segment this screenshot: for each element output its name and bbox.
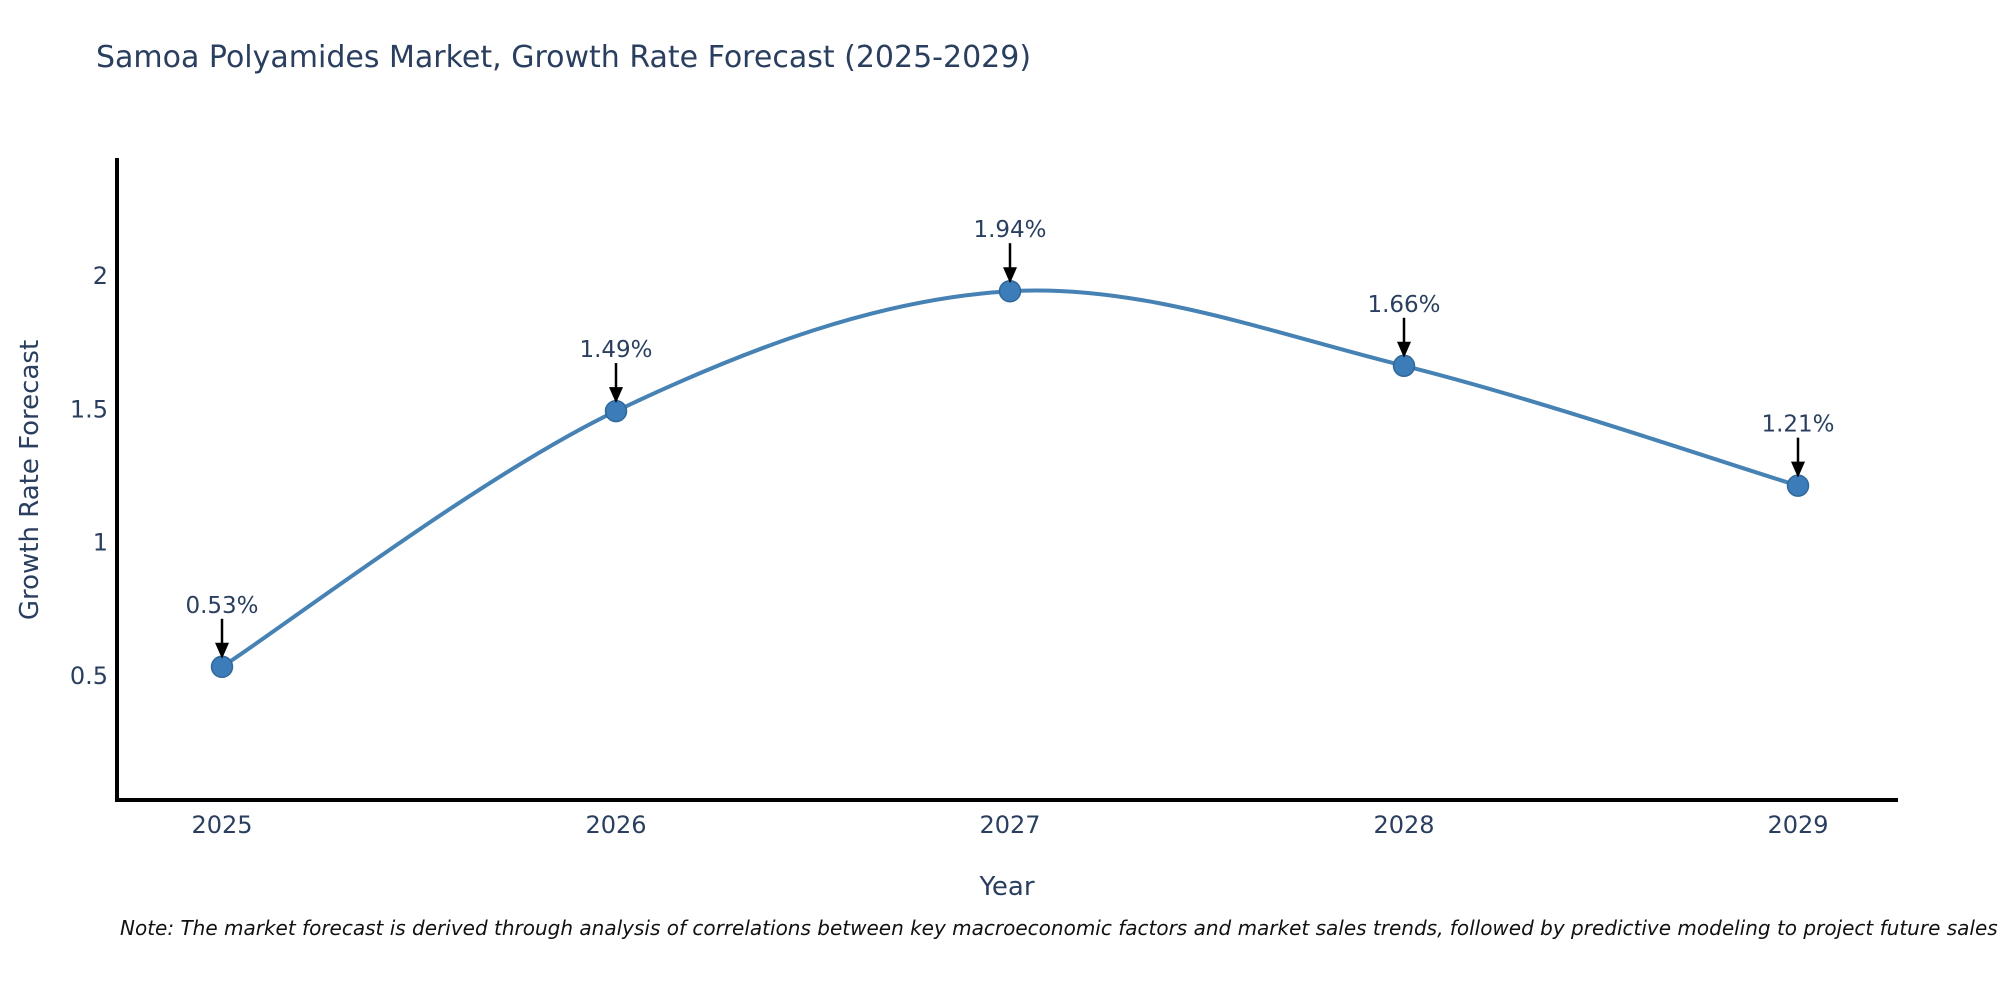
data-point-marker[interactable] (998, 279, 1022, 303)
data-point-marker[interactable] (210, 655, 234, 679)
annotation-arrow-head (609, 387, 623, 404)
data-point-marker[interactable] (1392, 354, 1416, 378)
annotation-arrow-head (1791, 461, 1805, 478)
data-point-marker[interactable] (1786, 474, 1810, 497)
footnote: Note: The market forecast is derived thr… (120, 916, 2000, 940)
x-axis-title: Year (979, 872, 1035, 902)
annotation-arrow-head (1003, 267, 1017, 284)
trend-line (220, 288, 1800, 669)
x-tick-label: 2025 (191, 811, 252, 839)
chart-title: Samoa Polyamides Market, Growth Rate For… (96, 40, 1032, 75)
annotation-arrow-head (1397, 341, 1411, 358)
data-point-label: 1.94% (973, 217, 1046, 243)
data-point-label: 1.49% (579, 337, 652, 363)
annotation-arrow-head (215, 642, 229, 659)
y-tick-label: 2 (93, 262, 108, 290)
x-tick-label: 2027 (979, 811, 1040, 839)
axis-lines (115, 158, 1898, 802)
x-tick-label: 2028 (1373, 811, 1434, 839)
x-tick-label: 2029 (1767, 811, 1828, 839)
y-tick-label: 0.5 (70, 662, 108, 690)
data-point-label: 1.21% (1761, 412, 1834, 438)
data-point-label: 0.53% (185, 593, 258, 619)
data-point-marker[interactable] (604, 399, 628, 423)
x-tick-label: 2026 (585, 811, 646, 839)
y-tick-label: 1.5 (70, 395, 108, 423)
y-tick-label: 1 (93, 529, 108, 557)
data-point-label: 1.66% (1367, 292, 1440, 318)
y-axis-title: Growth Rate Forecast (15, 339, 45, 621)
